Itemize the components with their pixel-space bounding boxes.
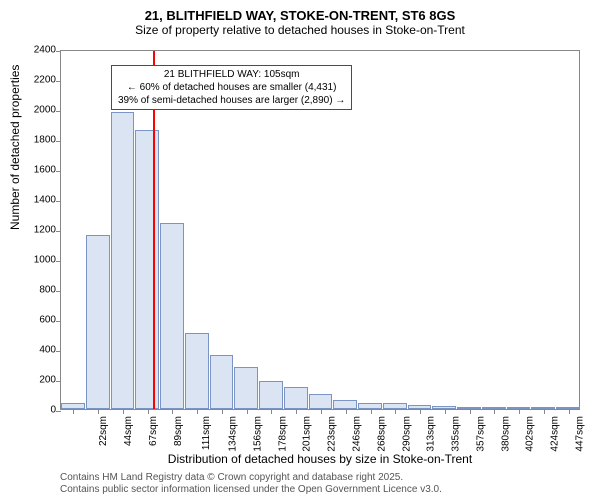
y-tick bbox=[56, 201, 61, 202]
chart-title-main: 21, BLITHFIELD WAY, STOKE-ON-TRENT, ST6 … bbox=[0, 0, 600, 23]
y-tick-label: 200 bbox=[16, 375, 56, 386]
x-tick-label: 268sqm bbox=[376, 416, 387, 452]
histogram-bar bbox=[210, 355, 234, 409]
y-tick-label: 400 bbox=[16, 345, 56, 356]
y-tick-label: 1600 bbox=[16, 165, 56, 176]
histogram-bar bbox=[284, 387, 308, 410]
y-tick bbox=[56, 171, 61, 172]
annotation-line2: 39% of semi-detached houses are larger (… bbox=[118, 94, 345, 107]
y-tick-label: 800 bbox=[16, 285, 56, 296]
histogram-bar bbox=[309, 394, 333, 409]
annotation-title: 21 BLITHFIELD WAY: 105sqm bbox=[118, 68, 345, 81]
chart-title-sub: Size of property relative to detached ho… bbox=[0, 23, 600, 41]
y-tick bbox=[56, 81, 61, 82]
x-tick bbox=[247, 409, 248, 414]
y-tick bbox=[56, 411, 61, 412]
x-tick-label: 178sqm bbox=[277, 416, 288, 452]
y-tick bbox=[56, 351, 61, 352]
x-tick bbox=[470, 409, 471, 414]
y-tick-label: 2400 bbox=[16, 45, 56, 56]
x-tick bbox=[321, 409, 322, 414]
annotation-box: 21 BLITHFIELD WAY: 105sqm ← 60% of detac… bbox=[111, 65, 352, 110]
x-tick-label: 246sqm bbox=[352, 416, 363, 452]
footer-line1: Contains HM Land Registry data © Crown c… bbox=[60, 472, 442, 484]
x-tick-label: 313sqm bbox=[426, 416, 437, 452]
y-tick-label: 1200 bbox=[16, 225, 56, 236]
histogram-bar bbox=[86, 235, 110, 409]
x-tick-label: 201sqm bbox=[302, 416, 313, 452]
x-tick bbox=[148, 409, 149, 414]
y-tick bbox=[56, 381, 61, 382]
x-axis-label: Distribution of detached houses by size … bbox=[60, 452, 580, 466]
x-tick-label: 402sqm bbox=[525, 416, 536, 452]
footer-attribution: Contains HM Land Registry data © Crown c… bbox=[60, 472, 442, 496]
y-tick-label: 0 bbox=[16, 405, 56, 416]
x-tick bbox=[445, 409, 446, 414]
x-tick bbox=[271, 409, 272, 414]
x-tick bbox=[296, 409, 297, 414]
x-tick bbox=[420, 409, 421, 414]
y-tick bbox=[56, 291, 61, 292]
y-tick-label: 2200 bbox=[16, 75, 56, 86]
x-tick-label: 380sqm bbox=[500, 416, 511, 452]
y-tick-label: 600 bbox=[16, 315, 56, 326]
x-tick bbox=[73, 409, 74, 414]
histogram-bar bbox=[135, 130, 159, 409]
x-tick bbox=[222, 409, 223, 414]
histogram-bar bbox=[259, 381, 283, 410]
x-tick bbox=[172, 409, 173, 414]
y-tick-label: 1400 bbox=[16, 195, 56, 206]
histogram-bar bbox=[111, 112, 135, 409]
y-tick bbox=[56, 321, 61, 322]
x-tick bbox=[346, 409, 347, 414]
y-tick bbox=[56, 111, 61, 112]
x-tick bbox=[123, 409, 124, 414]
x-tick bbox=[494, 409, 495, 414]
x-tick-label: 424sqm bbox=[550, 416, 561, 452]
x-tick-label: 89sqm bbox=[173, 416, 184, 446]
x-tick bbox=[197, 409, 198, 414]
y-tick bbox=[56, 231, 61, 232]
footer-line2: Contains public sector information licen… bbox=[60, 484, 442, 496]
x-tick-label: 134sqm bbox=[228, 416, 239, 452]
x-tick bbox=[569, 409, 570, 414]
y-tick-label: 1000 bbox=[16, 255, 56, 266]
x-tick-label: 67sqm bbox=[148, 416, 159, 446]
x-tick-label: 111sqm bbox=[202, 416, 213, 450]
x-tick bbox=[544, 409, 545, 414]
x-tick bbox=[371, 409, 372, 414]
histogram-bar bbox=[160, 223, 184, 409]
annotation-line1: ← 60% of detached houses are smaller (4,… bbox=[118, 81, 345, 94]
plot-area: 21 BLITHFIELD WAY: 105sqm ← 60% of detac… bbox=[60, 50, 580, 410]
y-tick-label: 2000 bbox=[16, 105, 56, 116]
histogram-bar bbox=[234, 367, 258, 409]
x-tick-label: 44sqm bbox=[123, 416, 134, 446]
x-tick-label: 156sqm bbox=[253, 416, 264, 452]
y-tick-label: 1800 bbox=[16, 135, 56, 146]
histogram-bar bbox=[333, 400, 357, 409]
x-tick bbox=[395, 409, 396, 414]
y-tick bbox=[56, 261, 61, 262]
y-tick bbox=[56, 141, 61, 142]
x-tick bbox=[519, 409, 520, 414]
x-tick bbox=[98, 409, 99, 414]
x-tick-label: 357sqm bbox=[475, 416, 486, 452]
y-tick bbox=[56, 51, 61, 52]
x-tick-label: 335sqm bbox=[451, 416, 462, 452]
x-tick-label: 290sqm bbox=[401, 416, 412, 452]
x-tick-label: 22sqm bbox=[98, 416, 109, 446]
chart-container: 21, BLITHFIELD WAY, STOKE-ON-TRENT, ST6 … bbox=[0, 0, 600, 500]
x-tick-label: 447sqm bbox=[574, 416, 585, 452]
histogram-bar bbox=[185, 333, 209, 410]
x-tick-label: 223sqm bbox=[327, 416, 338, 452]
